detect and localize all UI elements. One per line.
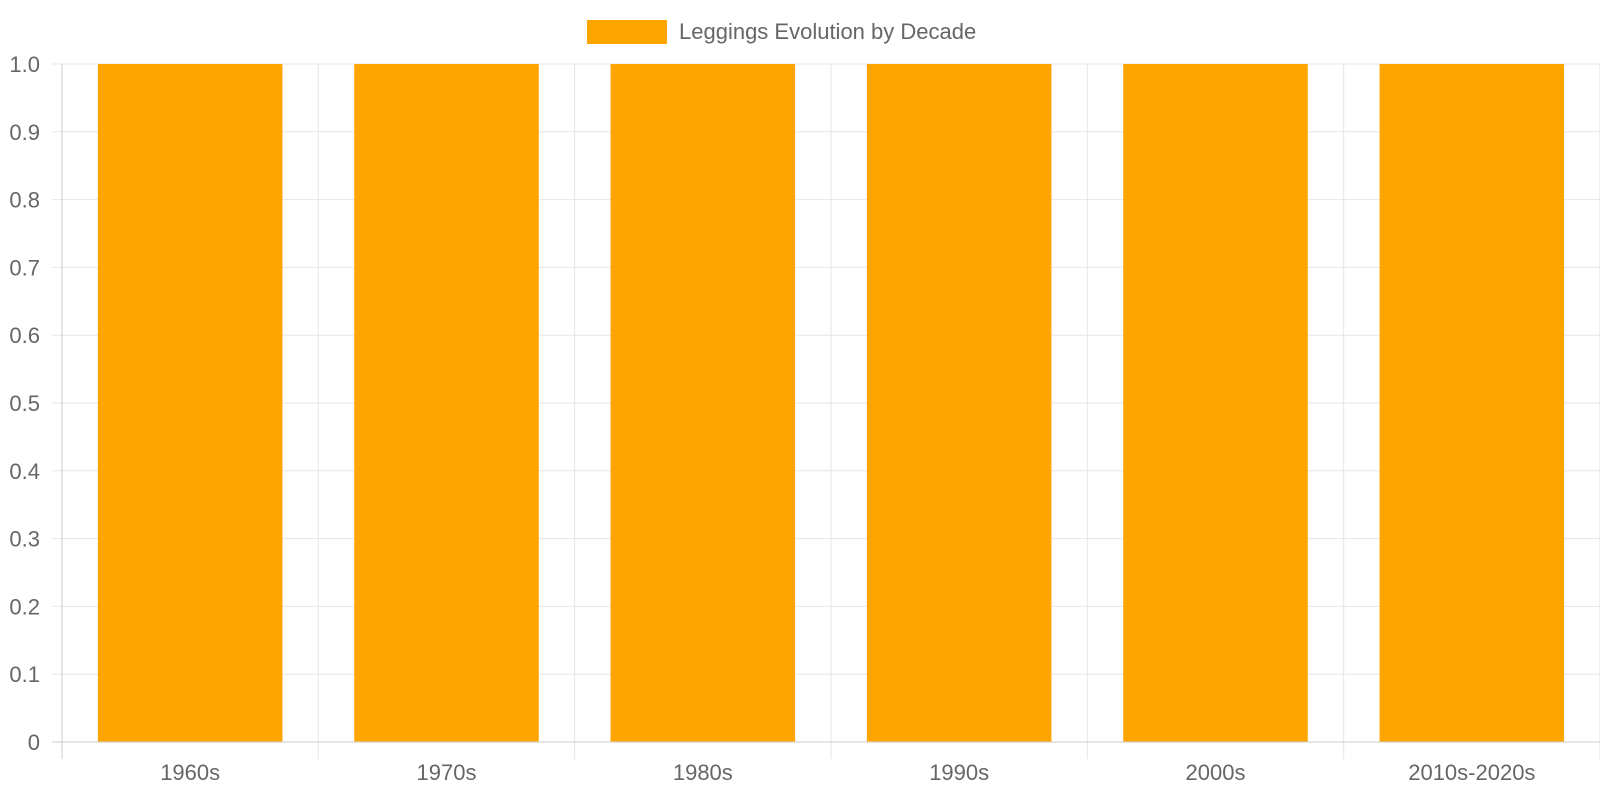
x-tick-label: 2010s-2020s	[1408, 760, 1535, 785]
x-tick-label: 1980s	[673, 760, 733, 785]
bar-1960s[interactable]	[97, 64, 283, 742]
bars	[97, 64, 1565, 742]
legend[interactable]: Leggings Evolution by Decade	[587, 19, 976, 44]
y-tick-label: 0.8	[9, 188, 40, 213]
y-tick-label: 0.4	[9, 459, 40, 484]
bar-1990s[interactable]	[866, 64, 1052, 742]
y-tick-label: 0.3	[9, 527, 40, 552]
x-tick-label: 1960s	[160, 760, 220, 785]
y-tick-label: 0.1	[9, 662, 40, 687]
bar-1980s[interactable]	[610, 64, 796, 742]
y-tick-label: 0	[28, 730, 40, 755]
y-tick-label: 0.2	[9, 594, 40, 619]
x-tick-label: 1990s	[929, 760, 989, 785]
legend-label: Leggings Evolution by Decade	[679, 19, 976, 44]
y-tick-label: 1.0	[9, 52, 40, 77]
x-tick-label: 2000s	[1186, 760, 1246, 785]
bar-2010s-2020s[interactable]	[1379, 64, 1565, 742]
y-tick-label: 0.9	[9, 120, 40, 145]
axes	[52, 64, 1600, 759]
y-tick-label: 0.5	[9, 391, 40, 416]
x-axis-tick-labels: 1960s 1970s 1980s 1990s 2000s 2010s-2020s	[160, 760, 1535, 785]
y-tick-label: 0.6	[9, 323, 40, 348]
y-axis-tick-labels: 0 0.1 0.2 0.3 0.4 0.5 0.6 0.7 0.8 0.9 1.0	[9, 52, 40, 755]
grid	[52, 63, 1600, 759]
y-tick-label: 0.7	[9, 255, 40, 280]
x-tick-label: 1970s	[417, 760, 477, 785]
bar-2000s[interactable]	[1123, 64, 1308, 742]
bar-1970s[interactable]	[354, 64, 539, 742]
legend-swatch	[587, 20, 667, 44]
